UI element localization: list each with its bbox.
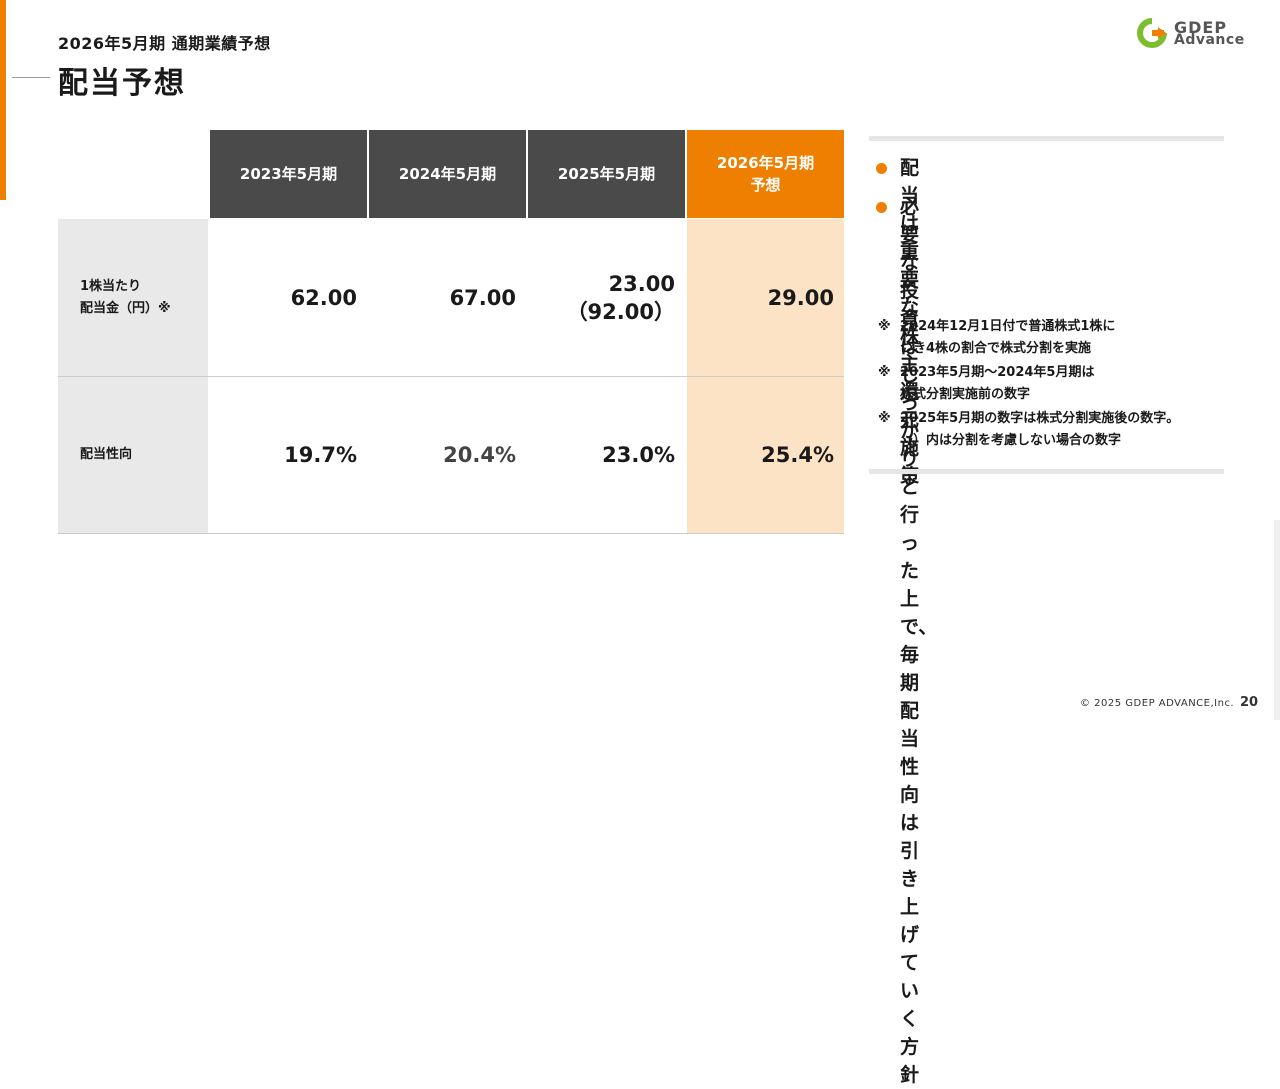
table-bottom-rule: [58, 533, 844, 534]
cell-payout-2026: 25.4%: [687, 377, 844, 533]
logo-text-line1: GDEP: [1174, 18, 1228, 37]
cell-dps-2023: 62.00: [290, 285, 357, 310]
note-mark: ※: [878, 365, 891, 380]
row-label-dividend-per-share: 1株当たり 配当金（円）※: [58, 219, 208, 376]
note-mark: ※: [878, 411, 891, 426]
copyright: © 2025 GDEP ADVANCE,Inc.: [1080, 698, 1235, 709]
panel-top-rule: [869, 136, 1224, 141]
note-mark: ※: [878, 319, 891, 334]
bullet-dot-icon: [876, 163, 887, 174]
cell-dps-2025: 23.00 （92.00）: [566, 271, 675, 324]
edge-decoration: [1274, 520, 1280, 720]
col-header-2024: 2024年5月期: [369, 130, 526, 218]
note-text: 2025年5月期の数字は株式分割実施後の数字。 （）内は分割を考慮しない場合の数…: [900, 411, 1180, 448]
cell-payout-2023: 19.7%: [284, 443, 357, 467]
title-rule: [12, 77, 50, 78]
bullet-text: 配当は重要な株主還元施策: [900, 157, 920, 487]
logo-text-line2: Advance: [1174, 32, 1245, 48]
col-header-2023: 2023年5月期: [210, 130, 367, 218]
logo-mark-icon: [1137, 18, 1167, 48]
cell-payout-2025: 23.0%: [602, 443, 675, 467]
slide-title: 配当予想: [58, 66, 186, 101]
cell-payout-2024: 20.4%: [443, 443, 516, 467]
panel-bottom-rule: [869, 469, 1224, 474]
page-number: 20: [1240, 695, 1259, 710]
cell-dps-2024: 67.00: [449, 285, 516, 310]
col-header-2025: 2025年5月期: [528, 130, 685, 218]
cell-dps-2026: 29.00: [687, 219, 844, 376]
note-text: 2023年5月期～2024年5月期は 株式分割実施前の数字: [900, 365, 1095, 402]
row-divider: [58, 376, 844, 377]
bullet-dot-icon: [876, 202, 887, 213]
row-label-payout-ratio: 配当性向: [58, 377, 208, 533]
slide-subtitle: 2026年5月期 通期業績予想: [58, 34, 271, 53]
accent-bar: [0, 0, 6, 200]
company-logo: GDEP Advance: [1136, 18, 1260, 48]
dividend-table: 2023年5月期 2024年5月期 2025年5月期 2026年5月期 予想 1…: [58, 130, 844, 534]
col-header-2026-forecast: 2026年5月期 予想: [687, 130, 844, 218]
note-text: 2024年12月1日付で普通株式1株に つき4株の割合で株式分割を実施: [900, 319, 1116, 356]
